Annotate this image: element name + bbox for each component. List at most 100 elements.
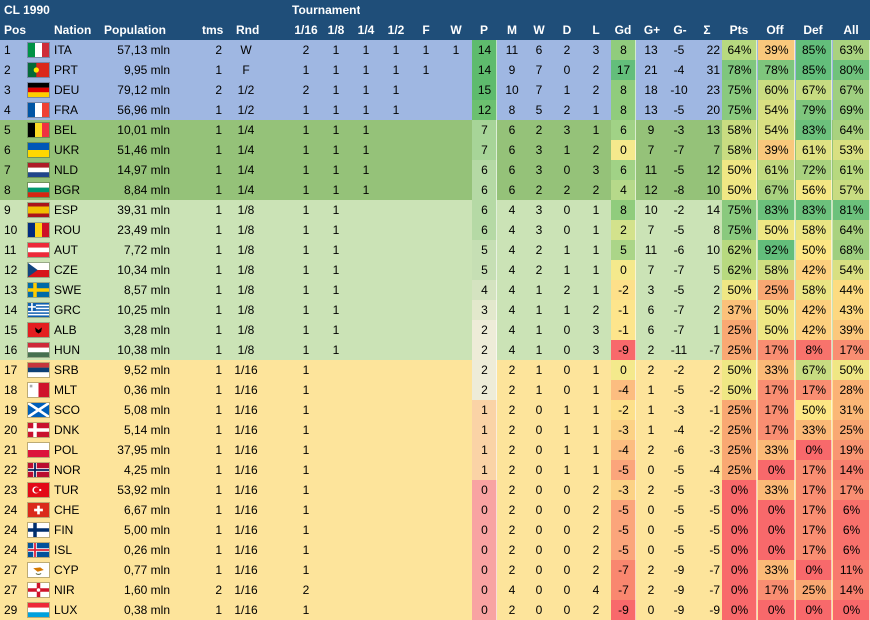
cell-def-percent[interactable]: 61% [801, 143, 827, 157]
table-row[interactable]: 7 NLD 14,97 mln 1 1/4 1 1 1 6 6 3 0 3 6 11 -5 12 50% 61% 72… [0, 160, 870, 180]
cell-goals-against[interactable]: -7 [673, 143, 685, 157]
cell-goal-difference[interactable]: -5 [618, 463, 629, 477]
cell-population[interactable]: 0,77 mln [123, 563, 170, 577]
cell-points[interactable]: 7 [481, 123, 488, 137]
cell-draws[interactable]: 1 [563, 303, 571, 317]
cell-population[interactable]: 53,92 mln [117, 483, 170, 497]
cell-rnd[interactable]: 1/8 [237, 283, 255, 297]
cell-pos[interactable]: 24 [4, 523, 18, 537]
cell-round-1-2[interactable] [382, 280, 410, 300]
cell-round-1-16[interactable]: 1 [302, 283, 310, 297]
cell-round-1-16[interactable]: 1 [302, 543, 310, 557]
cell-round-1-16[interactable]: 1 [302, 463, 310, 477]
cell-sum[interactable]: -5 [709, 543, 720, 557]
cell-goals-against[interactable]: -9 [673, 563, 685, 577]
cell-round-1-4[interactable] [352, 240, 380, 260]
cell-matches[interactable]: 2 [508, 563, 516, 577]
cell-wins[interactable]: 0 [535, 583, 543, 597]
cell-goals-for[interactable]: 1 [647, 423, 655, 437]
cell-def-percent[interactable]: 25% [801, 583, 827, 597]
cell-wins[interactable]: 0 [535, 563, 543, 577]
cell-all-percent[interactable]: 19% [839, 443, 864, 457]
cell-tms[interactable]: 1 [215, 403, 222, 417]
cell-round-1-2[interactable] [382, 240, 410, 260]
cell-population[interactable]: 0,38 mln [123, 603, 170, 617]
cell-all-percent[interactable]: 43% [839, 303, 864, 317]
cell-losses[interactable]: 2 [592, 563, 600, 577]
cell-off-percent[interactable]: 92% [764, 243, 789, 257]
cell-tms[interactable]: 1 [215, 503, 222, 517]
cell-points[interactable]: 6 [481, 203, 488, 217]
cell-def-percent[interactable]: 50% [801, 403, 827, 417]
cell-goals-against[interactable]: -5 [673, 223, 685, 237]
cell-rnd[interactable]: 1/16 [234, 363, 258, 377]
cell-pos[interactable]: 8 [4, 183, 11, 197]
header-all[interactable]: All [843, 23, 859, 37]
cell-sum[interactable]: -1 [709, 403, 720, 417]
cell-round-1-2[interactable] [382, 200, 410, 220]
cell-goal-difference[interactable]: -2 [618, 403, 629, 417]
cell-pts-percent[interactable]: 62% [727, 263, 752, 277]
table-row[interactable]: 4 FRA 56,96 mln 1 1/2 1 1 1 1 12 8 5 2 1 8 13 -5 20 75% 54%… [0, 100, 870, 120]
cell-off-percent[interactable]: 17% [764, 343, 789, 357]
cell-goals-for[interactable]: 13 [644, 43, 658, 57]
cell-final[interactable] [412, 400, 440, 420]
cell-draws[interactable]: 2 [563, 183, 571, 197]
header-1-4[interactable]: 1/4 [357, 23, 375, 37]
cell-winner[interactable] [442, 520, 470, 540]
cell-rnd[interactable]: 1/8 [237, 243, 255, 257]
cell-goal-difference[interactable]: 0 [620, 143, 627, 157]
table-row[interactable]: 27 NIR 1,60 mln 2 1/16 2 0 4 0 0 4 -7 2 -9 -7 0% 17% 25% 1… [0, 580, 870, 600]
cell-round-1-2[interactable] [382, 460, 410, 480]
cell-round-1-16[interactable]: 1 [302, 363, 310, 377]
cell-def-percent[interactable]: 42% [801, 263, 827, 277]
cell-sum[interactable]: 13 [706, 123, 720, 137]
cell-winner[interactable] [442, 440, 470, 460]
cell-final[interactable] [412, 500, 440, 520]
cell-winner[interactable] [442, 340, 470, 360]
cell-final[interactable] [412, 240, 440, 260]
cell-losses[interactable]: 1 [592, 223, 600, 237]
cell-round-1-2[interactable]: 1 [392, 103, 400, 117]
cell-goal-difference[interactable]: 8 [620, 43, 627, 57]
cell-round-1-8[interactable] [322, 460, 350, 480]
cell-draws[interactable]: 0 [563, 203, 571, 217]
cell-round-1-2[interactable]: 1 [392, 83, 400, 97]
cell-round-1-8[interactable]: 1 [332, 163, 340, 177]
cell-points[interactable]: 4 [481, 283, 488, 297]
cell-wins[interactable]: 0 [535, 603, 543, 617]
cell-goals-for[interactable]: 13 [644, 103, 658, 117]
cell-all-percent[interactable]: 54% [839, 263, 864, 277]
cell-draws[interactable]: 2 [563, 103, 571, 117]
cell-tms[interactable]: 1 [215, 183, 222, 197]
cell-goals-for[interactable]: 0 [647, 523, 655, 537]
cell-goals-against[interactable]: -5 [673, 283, 685, 297]
cell-round-1-4[interactable]: 1 [362, 143, 370, 157]
cell-def-percent[interactable]: 0% [805, 603, 823, 617]
cell-off-percent[interactable]: 17% [764, 403, 789, 417]
cell-sum[interactable]: -4 [709, 463, 720, 477]
cell-winner[interactable] [442, 120, 470, 140]
cell-draws[interactable]: 0 [563, 543, 571, 557]
cell-population[interactable]: 3,28 mln [123, 323, 170, 337]
cell-all-percent[interactable]: 64% [839, 223, 864, 237]
cell-goals-against[interactable]: -11 [670, 343, 688, 357]
cell-off-percent[interactable]: 17% [764, 583, 789, 597]
cell-tms[interactable]: 1 [215, 283, 222, 297]
cell-tms[interactable]: 1 [215, 163, 222, 177]
cell-def-percent[interactable]: 42% [801, 323, 827, 337]
header-def[interactable]: Def [803, 23, 823, 37]
cell-wins[interactable]: 5 [535, 103, 543, 117]
cell-nation[interactable]: PRT [54, 63, 78, 77]
cell-population[interactable]: 9,52 mln [123, 363, 170, 377]
cell-goal-difference[interactable]: -4 [618, 443, 629, 457]
cell-tms[interactable]: 1 [215, 563, 222, 577]
cell-wins[interactable]: 2 [535, 263, 543, 277]
cell-off-percent[interactable]: 83% [764, 203, 789, 217]
cell-pos[interactable]: 16 [4, 343, 18, 357]
cell-tms[interactable]: 1 [215, 243, 222, 257]
cell-pts-percent[interactable]: 64% [727, 43, 752, 57]
cell-goal-difference[interactable]: 17 [616, 63, 631, 77]
cell-goals-against[interactable]: -5 [673, 383, 685, 397]
cell-off-percent[interactable]: 33% [764, 363, 789, 377]
